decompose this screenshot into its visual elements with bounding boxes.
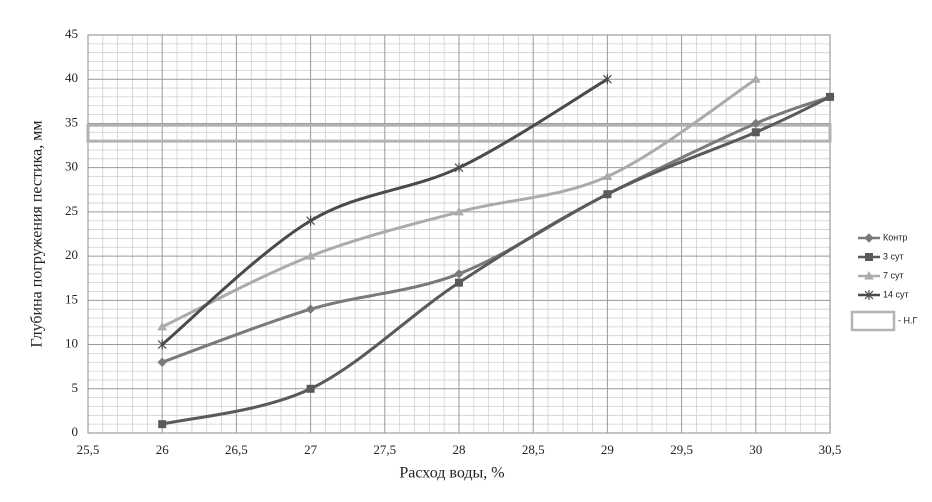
marker xyxy=(864,233,874,243)
legend-label: 14 сут xyxy=(883,289,909,299)
x-tick-label: 26 xyxy=(156,442,170,457)
marker xyxy=(455,278,463,287)
marker xyxy=(750,74,761,83)
legend-label: 3 сут xyxy=(883,251,904,261)
x-tick-label: 29 xyxy=(601,442,614,457)
series-line xyxy=(161,77,609,346)
x-tick-label: 30 xyxy=(749,442,762,457)
legend-label: - Н.Г xyxy=(898,315,917,325)
y-tick-label: 40 xyxy=(65,70,78,85)
plot-frame xyxy=(87,34,831,434)
y-tick-label: 15 xyxy=(65,291,78,306)
x-tick-label: 28 xyxy=(453,442,466,457)
marker xyxy=(864,270,874,280)
marker xyxy=(306,215,316,226)
marker xyxy=(157,357,167,367)
marker xyxy=(157,339,167,350)
marker xyxy=(158,420,167,429)
y-tick-label: 5 xyxy=(72,380,79,395)
x-tick-label: 30,5 xyxy=(819,442,842,457)
marker xyxy=(603,190,612,199)
x-tick-label: 27,5 xyxy=(373,442,396,457)
legend-label: 7 сут xyxy=(883,270,904,280)
x-tick-label: 25,5 xyxy=(77,442,100,457)
x-tick-label: 27 xyxy=(304,442,318,457)
y-tick-label: 20 xyxy=(65,247,78,262)
marker xyxy=(157,321,168,331)
marker xyxy=(305,304,316,314)
y-tick-label: 25 xyxy=(65,203,78,218)
x-tick-label: 28,5 xyxy=(522,442,545,457)
marker xyxy=(602,74,612,85)
x-tick-label: 29,5 xyxy=(670,442,693,457)
marker xyxy=(305,251,316,260)
marker xyxy=(306,384,315,393)
band xyxy=(86,123,832,143)
marker xyxy=(865,253,873,261)
marker xyxy=(826,92,834,101)
y-tick-label: 30 xyxy=(65,159,78,174)
x-tick-label: 26,5 xyxy=(225,442,248,457)
marker xyxy=(454,269,464,279)
marker xyxy=(864,290,874,300)
y-tick-label: 10 xyxy=(65,336,78,351)
marker xyxy=(454,206,464,216)
y-axis-label: Глубина погружения пестика, мм xyxy=(29,121,46,348)
marker xyxy=(602,171,613,181)
legend-band xyxy=(850,310,896,332)
x-axis-label: Расход воды, % xyxy=(399,465,504,482)
marker xyxy=(751,118,761,129)
series-line xyxy=(161,95,831,426)
y-tick-label: 35 xyxy=(65,114,78,129)
legend-label: Контр xyxy=(883,232,907,242)
y-tick-label: 0 xyxy=(72,424,79,439)
marker xyxy=(454,162,464,173)
marker xyxy=(751,128,760,137)
y-tick-label: 45 xyxy=(65,26,78,41)
